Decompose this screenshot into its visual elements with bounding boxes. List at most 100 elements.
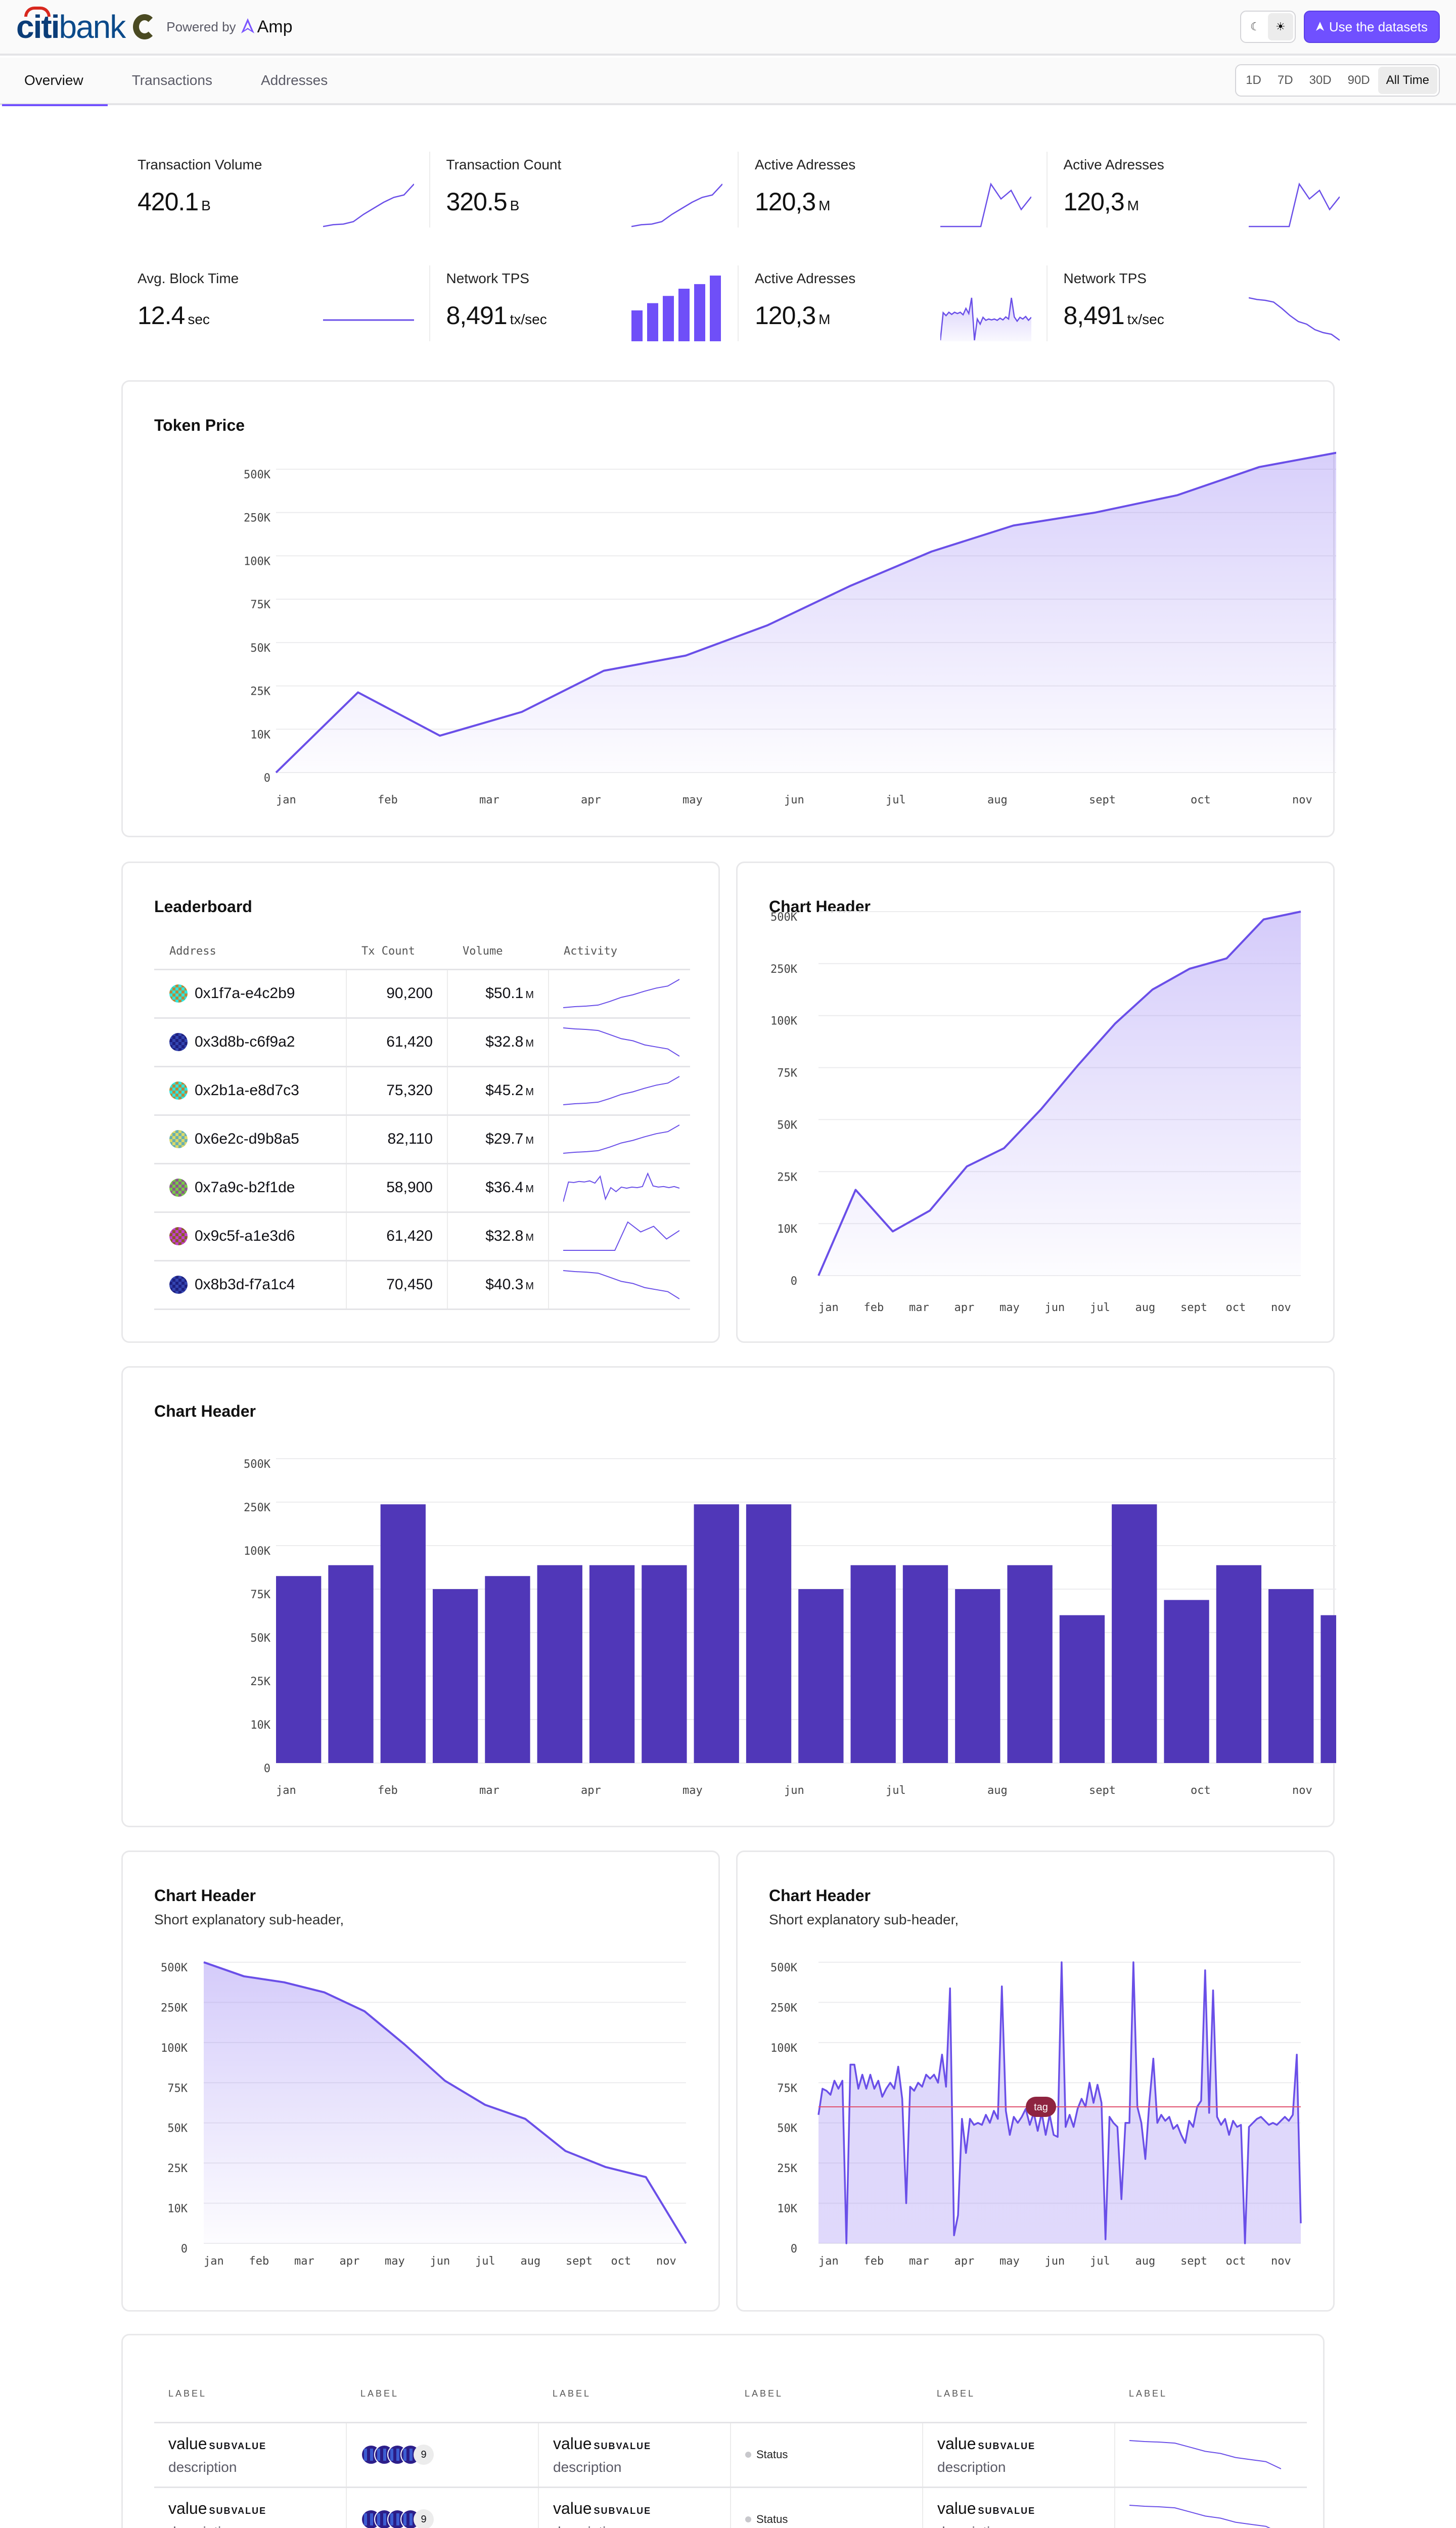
avatar-stack[interactable]: 9 [361, 2509, 538, 2528]
x-tick-label: oct [1191, 1784, 1211, 1797]
chart-header-bar-chart[interactable]: 0 10K 25K 50K 75K 100K 250K 500K jan feb mar apr may… [123, 1368, 1336, 1829]
stat-card[interactable]: Transaction Count 320.5 B [429, 152, 738, 228]
tab-addresses[interactable]: Addresses [260, 72, 328, 88]
theme-toggle[interactable]: ☾ ☀ [1240, 11, 1296, 43]
token-price-chart[interactable]: 0 10K 25K 50K 75K 100K 250K 500K jan feb mar apr may… [123, 382, 1336, 839]
stat-card[interactable]: Network TPS 8,491 tx/sec [429, 265, 738, 341]
bar[interactable] [380, 1504, 426, 1763]
activity-cell [548, 969, 690, 1019]
bar[interactable] [1112, 1504, 1157, 1763]
tag-badge[interactable] [1026, 2096, 1056, 2117]
address-text[interactable]: 0x3d8b-c6f9a2 [195, 1033, 295, 1050]
stat-card[interactable]: Network TPS 8,491 tx/sec [1046, 265, 1355, 341]
sun-icon[interactable]: ☀ [1267, 13, 1293, 40]
stat-card[interactable]: Active Adresses 120,3 M [1046, 152, 1355, 228]
leaderboard-row[interactable]: 0x2b1a-e8d7c3 75,320 $45.2 M [154, 1066, 690, 1116]
range-1d[interactable]: 1D [1246, 73, 1261, 87]
avatar-stack[interactable]: 9 [361, 2445, 538, 2465]
range-30d[interactable]: 30D [1309, 73, 1332, 87]
x-tick-label: apr [581, 1784, 601, 1797]
bar[interactable] [955, 1589, 1000, 1763]
series-line[interactable] [203, 1961, 687, 2244]
bar[interactable] [432, 1589, 478, 1763]
address-text[interactable]: 0x7a9c-b2f1de [195, 1179, 295, 1196]
column-header[interactable]: LABEL [538, 2366, 731, 2423]
tab-overview[interactable]: Overview [0, 57, 108, 106]
address-text[interactable]: 0x9c5f-a1e3d6 [195, 1228, 295, 1244]
column-header[interactable]: LABEL [923, 2366, 1115, 2423]
bar[interactable] [537, 1565, 582, 1763]
bar[interactable] [798, 1589, 844, 1763]
bar[interactable] [642, 1565, 687, 1763]
bar[interactable] [1164, 1600, 1209, 1764]
leaderboard-row[interactable]: 0x9c5f-a1e3d6 61,420 $32.8 M [154, 1212, 690, 1261]
series-line[interactable] [817, 911, 1301, 1276]
leaderboard-row[interactable]: 0x7a9c-b2f1de 58,900 $36.4 M [154, 1163, 690, 1213]
avatar-stack-cell: 9 [346, 2422, 538, 2488]
series-line[interactable] [817, 1961, 1302, 2244]
stat-bar [678, 289, 690, 341]
description: description [168, 2524, 346, 2528]
subvalue: SUBVALUE [209, 2441, 267, 2451]
stat-sparkline [1249, 297, 1340, 341]
bar[interactable] [485, 1576, 530, 1763]
column-header[interactable]: LABEL [731, 2366, 923, 2423]
stat-card[interactable]: Avg. Block Time 12.4 sec [121, 265, 429, 341]
range-7d[interactable]: 7D [1277, 73, 1293, 87]
chart-header-spiky-chart[interactable]: 0 10K 25K 50K 75K 100K 250K 500K jan feb mar apr may… [738, 1852, 1336, 2313]
leaderboard-row[interactable]: 0x3d8b-c6f9a2 61,420 $32.8 M [154, 1018, 690, 1067]
y-tick-label: 75K [777, 1067, 797, 1080]
sparkline-line [631, 184, 722, 228]
use-datasets-button[interactable]: Use the datasets [1303, 11, 1440, 43]
chart-header-line-chart[interactable]: 0 10K 25K 50K 75K 100K 250K 500K jan feb mar apr may… [738, 863, 1336, 1344]
address-text[interactable]: 0x8b3d-f7a1c4 [195, 1276, 295, 1293]
address-text[interactable]: 0x2b1a-e8d7c3 [195, 1082, 299, 1099]
leaderboard-row[interactable]: 0x6e2c-d9b8a5 82,110 $29.7 M [154, 1115, 690, 1164]
sparkline-line [1249, 297, 1340, 341]
series-line[interactable] [275, 426, 1336, 774]
chart-header-title: Chart Header [154, 1402, 256, 1420]
moon-icon[interactable]: ☾ [1250, 20, 1260, 33]
column-header[interactable]: LABEL [346, 2366, 538, 2423]
bar[interactable] [1216, 1565, 1262, 1763]
bar[interactable] [1268, 1589, 1314, 1763]
column-header[interactable]: LABEL [1115, 2366, 1307, 2423]
stat-unit: tx/sec [1127, 311, 1164, 327]
stat-card[interactable]: Transaction Volume 420.1 B [121, 152, 429, 228]
chart-header-title: Chart Header [769, 897, 871, 916]
sparkline-line [563, 1027, 679, 1057]
stat-card[interactable]: Active Adresses 120,3 M [738, 152, 1046, 228]
col-activity[interactable]: Activity [549, 934, 690, 970]
bar[interactable] [589, 1565, 635, 1763]
bar[interactable] [902, 1565, 948, 1763]
range-90d[interactable]: 90D [1347, 73, 1370, 87]
bar[interactable] [694, 1504, 739, 1763]
address-text[interactable]: 0x6e2c-d9b8a5 [195, 1131, 299, 1147]
stat-number: 120,3 [755, 301, 816, 330]
tab-transactions[interactable]: Transactions [131, 72, 212, 88]
range-all-time[interactable]: All Time [1378, 67, 1437, 94]
table-row[interactable]: valueSUBVALUEdescription9valueSUBVALUEde… [154, 2487, 1307, 2528]
citibank-logo[interactable]: citibank [16, 7, 126, 43]
bar[interactable] [1007, 1565, 1053, 1763]
col-volume[interactable]: Volume [447, 934, 549, 970]
address-text[interactable]: 0x1f7a-e4c2b9 [195, 985, 295, 1002]
stat-card[interactable]: Active Adresses 120,3 M [738, 265, 1046, 341]
bar[interactable] [328, 1565, 374, 1763]
leaderboard-row[interactable]: 0x8b3d-f7a1c4 70,450 $40.3 M [154, 1260, 690, 1310]
col-tx-count[interactable]: Tx Count [346, 934, 447, 970]
bar[interactable] [1059, 1615, 1105, 1763]
bar[interactable] [850, 1565, 896, 1763]
bar[interactable] [1321, 1615, 1336, 1763]
bar[interactable] [746, 1504, 792, 1763]
tx-count: 70,450 [346, 1260, 447, 1310]
bar[interactable] [276, 1576, 322, 1763]
column-header[interactable]: LABEL [154, 2366, 346, 2423]
chart-header-desc-chart[interactable]: 0 10K 25K 50K 75K 100K 250K 500K jan feb mar apr may… [123, 1852, 721, 2313]
leaderboard-row[interactable]: 0x1f7a-e4c2b9 90,200 $50.1 M [154, 969, 690, 1019]
y-tick-label: 10K [167, 2203, 188, 2216]
col-address[interactable]: Address [154, 934, 346, 970]
